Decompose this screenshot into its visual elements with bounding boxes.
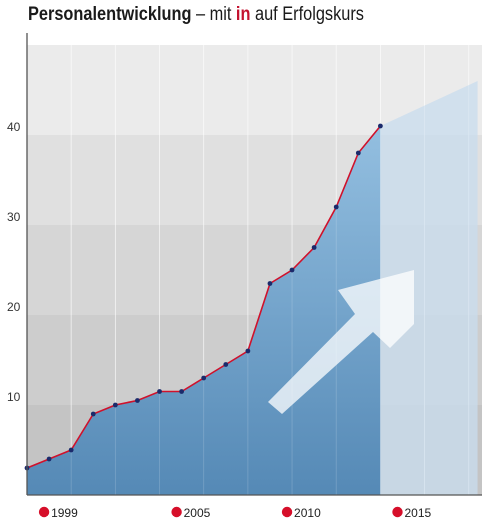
x-legend: 1999 2005 2010 2015 <box>38 506 432 520</box>
title-brand: in <box>235 4 251 25</box>
data-point <box>355 150 361 156</box>
data-point <box>289 267 295 273</box>
title-rest: auf Erfolgskurs <box>250 4 364 25</box>
data-point <box>90 411 96 417</box>
data-point <box>135 398 140 403</box>
data-point <box>377 123 383 129</box>
legend-dot <box>392 506 403 518</box>
data-point <box>311 245 317 250</box>
data-point <box>245 348 251 354</box>
legend-dot <box>281 506 293 518</box>
data-point <box>333 204 339 210</box>
legend-dot <box>171 506 182 518</box>
data-point <box>223 362 229 367</box>
x-legend-label: 1999 <box>51 506 78 520</box>
x-legend-label: 2010 <box>294 506 321 520</box>
legend-dot <box>38 506 50 518</box>
y-tick-label: 20 <box>7 300 21 314</box>
data-point <box>46 456 52 462</box>
data-point <box>68 447 74 453</box>
chart-title: Personalentwicklung – mit in auf Erfolgs… <box>28 4 364 26</box>
data-point <box>267 281 273 286</box>
y-tick-label: 30 <box>7 210 21 224</box>
data-point <box>179 389 185 394</box>
projection-area <box>380 81 478 495</box>
data-points <box>24 123 383 471</box>
y-tick-labels: 10 20 30 40 <box>7 120 21 404</box>
x-legend-label: 2015 <box>404 506 431 520</box>
title-dash: – mit <box>191 4 236 25</box>
data-point <box>157 389 162 394</box>
title-main: Personalentwicklung <box>28 4 192 25</box>
y-tick-label: 40 <box>7 120 21 134</box>
x-legend-label: 2005 <box>184 506 211 520</box>
data-point <box>201 375 207 381</box>
trend-arrow <box>268 270 414 414</box>
y-tick-label: 10 <box>7 390 21 404</box>
data-point <box>112 402 118 408</box>
